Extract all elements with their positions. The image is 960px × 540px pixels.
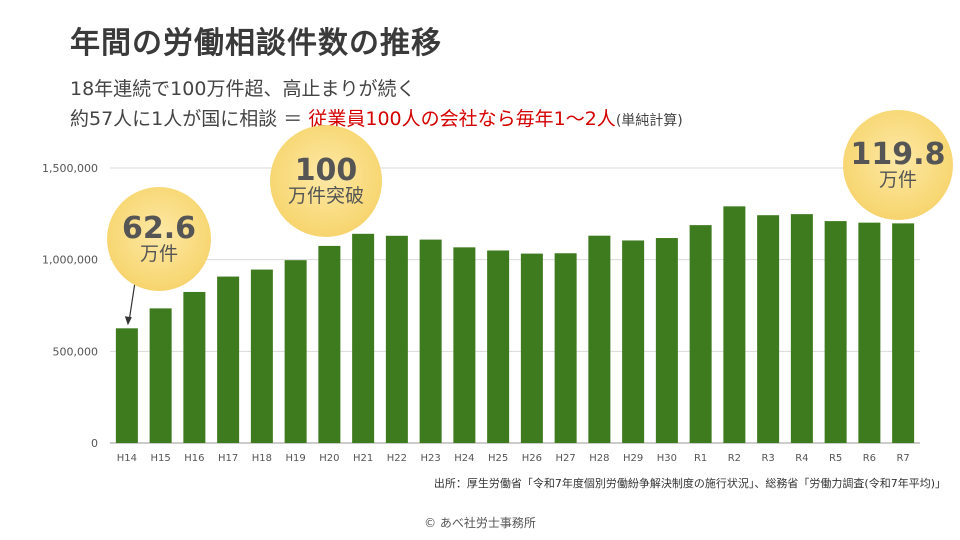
subtitle-line-2-highlight: 従業員100人の会社なら毎年1～2人: [308, 108, 616, 130]
subtitle-line-1: 18年連続で100万件超、高止まりが続く: [70, 78, 416, 100]
arrow-line: [128, 282, 136, 323]
bar: [385, 235, 408, 443]
x-tick-label: H26: [522, 453, 542, 464]
bar: [520, 253, 543, 443]
callout-first-value: 62.6: [121, 210, 197, 246]
bar: [655, 238, 678, 443]
callout-bubble-milestone: 100 万件突破: [270, 125, 382, 237]
x-tick-label: H24: [454, 453, 474, 464]
source-note: 出所：厚生労働省「令和7年度個別労働紛争解決制度の施行状況」、総務省「労働力調査…: [433, 477, 946, 490]
callout-milestone-value: 100: [294, 152, 358, 188]
bar: [284, 260, 307, 443]
x-tick-label: H19: [286, 453, 306, 464]
bar: [149, 308, 172, 443]
bar: [622, 240, 645, 443]
y-tick-label: 1,500,000: [42, 162, 98, 175]
bar: [352, 233, 375, 443]
bar: [588, 235, 611, 443]
bar: [217, 276, 240, 443]
bar: [318, 245, 341, 443]
subtitle-line-2-prefix: 約57人に1人が国に相談 ＝: [70, 108, 309, 130]
bar: [858, 222, 881, 443]
callout-bubble-latest: 119.8 万件: [843, 110, 953, 220]
bar: [115, 328, 138, 443]
callout-latest-value: 119.8: [850, 136, 946, 172]
arrow-head: [124, 316, 132, 326]
x-tick-label: H30: [657, 453, 677, 464]
x-tick-label: H27: [556, 453, 576, 464]
bar: [419, 239, 442, 443]
x-tick-label: H28: [589, 453, 609, 464]
page-title: 年間の労働相談件数の推移: [70, 26, 442, 61]
x-tick-label: H16: [184, 453, 204, 464]
x-tick-label: R5: [829, 453, 842, 464]
callout-first-unit: 万件: [139, 242, 178, 265]
x-tick-label: H15: [151, 453, 171, 464]
bar: [892, 223, 915, 443]
x-tick-label: H22: [387, 453, 407, 464]
x-tick-label: H29: [623, 453, 643, 464]
bar: [554, 253, 577, 443]
x-tick-label: H21: [353, 453, 373, 464]
x-tick-label: H20: [319, 453, 339, 464]
x-tick-label: R7: [896, 453, 909, 464]
y-tick-label: 1,000,000: [42, 254, 98, 267]
x-tick-label: H25: [488, 453, 508, 464]
bar: [689, 225, 712, 443]
y-tick-label: 0: [91, 437, 98, 450]
x-tick-label: H17: [218, 453, 238, 464]
x-tick-label: H23: [421, 453, 441, 464]
x-tick-label: R4: [795, 453, 808, 464]
bar: [757, 215, 780, 443]
x-tick-label: R3: [761, 453, 774, 464]
bar: [824, 221, 847, 443]
x-tick-label: R6: [863, 453, 876, 464]
x-tick-label: H18: [252, 453, 272, 464]
callout-milestone-unit: 万件突破: [287, 184, 364, 207]
bar: [250, 269, 273, 443]
x-tick-label: R2: [728, 453, 741, 464]
bar: [790, 214, 813, 443]
x-tick-label: R1: [694, 453, 707, 464]
subtitle-line-2-note: (単純計算): [615, 113, 683, 129]
callout-latest-unit: 万件: [878, 168, 917, 191]
bar: [487, 250, 510, 443]
x-tick-label: H14: [117, 453, 137, 464]
bar: [723, 206, 746, 443]
bar: [453, 247, 476, 443]
subtitle-line-2: 約57人に1人が国に相談 ＝ 従業員100人の会社なら毎年1～2人(単純計算): [70, 104, 683, 131]
bar: [183, 291, 206, 443]
y-tick-label: 500,000: [53, 345, 99, 358]
copyright: © あべ社労士事務所: [424, 516, 536, 530]
callout-bubble-first: 62.6 万件: [107, 187, 211, 291]
